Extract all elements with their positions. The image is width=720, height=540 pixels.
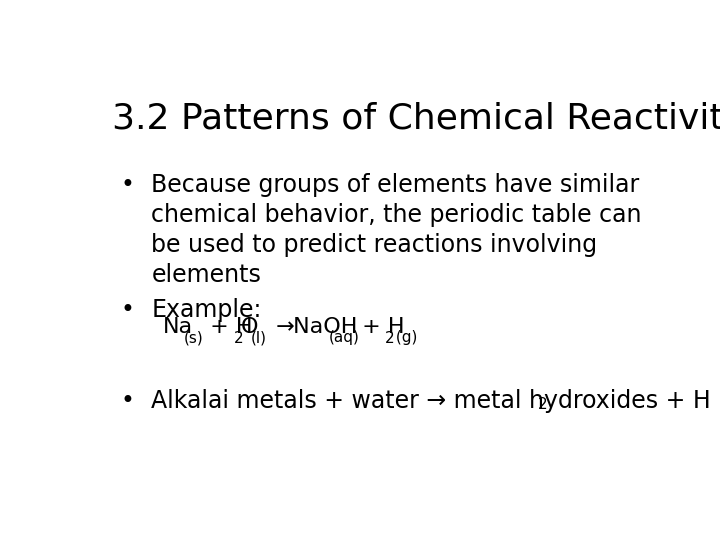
Text: 2: 2 xyxy=(233,332,243,346)
Text: (g): (g) xyxy=(392,330,418,345)
Text: (s): (s) xyxy=(184,330,204,345)
Text: (l): (l) xyxy=(251,330,266,345)
Text: 3.2 Patterns of Chemical Reactivity: 3.2 Patterns of Chemical Reactivity xyxy=(112,102,720,136)
Text: (aq): (aq) xyxy=(329,330,360,345)
Text: elements: elements xyxy=(151,263,261,287)
Text: 2: 2 xyxy=(538,396,548,411)
Text: 2: 2 xyxy=(384,332,395,346)
Text: •: • xyxy=(121,389,135,413)
Text: •: • xyxy=(121,298,135,322)
Text: chemical behavior, the periodic table can: chemical behavior, the periodic table ca… xyxy=(151,203,642,227)
Text: Na: Na xyxy=(163,317,193,337)
Text: be used to predict reactions involving: be used to predict reactions involving xyxy=(151,233,598,257)
Text: + H: + H xyxy=(355,317,405,337)
Text: O: O xyxy=(240,317,258,337)
Text: NaOH: NaOH xyxy=(287,317,358,337)
Text: Because groups of elements have similar: Because groups of elements have similar xyxy=(151,173,639,197)
Text: →: → xyxy=(269,317,294,337)
Text: •: • xyxy=(121,173,135,197)
Text: Alkalai metals + water → metal hydroxides + H: Alkalai metals + water → metal hydroxide… xyxy=(151,389,711,413)
Text: Example:: Example: xyxy=(151,298,262,322)
Text: + H: + H xyxy=(203,317,253,337)
